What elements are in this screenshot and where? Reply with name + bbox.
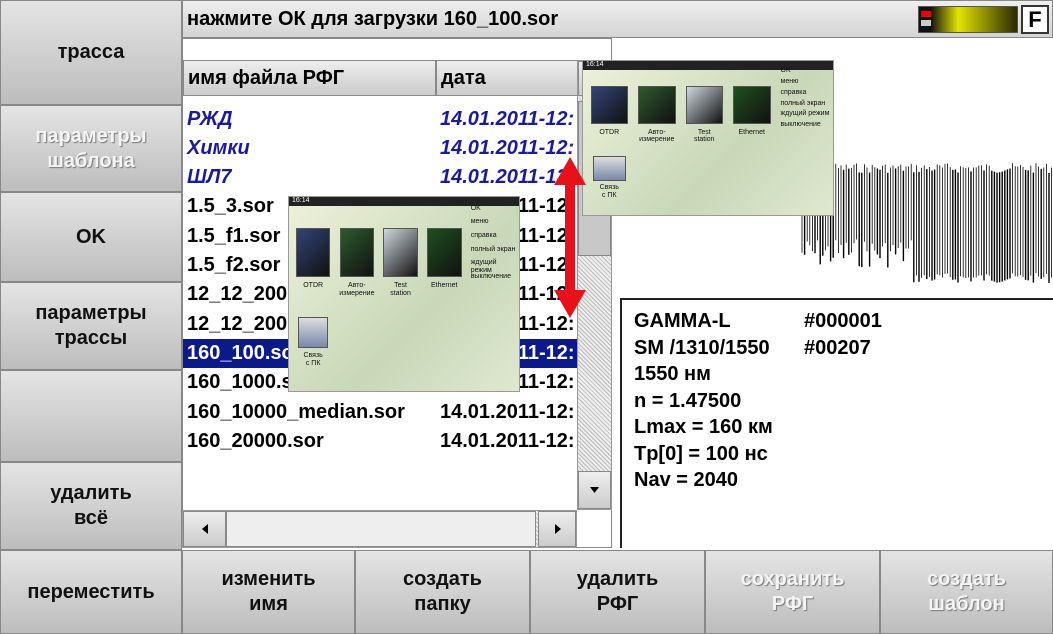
file-row[interactable]: Химки14.01.2011-12: — [183, 134, 578, 163]
bottom-button[interactable]: создать шаблон — [880, 550, 1053, 634]
info-line: Lmax = 160 км — [630, 414, 773, 440]
column-header[interactable]: имя файла РФГ — [183, 60, 436, 96]
file-name: РЖД — [183, 105, 436, 134]
file-row[interactable]: РЖД14.01.2011-12: — [183, 105, 578, 134]
indicator-bar — [921, 11, 931, 17]
scroll-right[interactable] — [538, 511, 576, 547]
side-button[interactable]: удалить всё — [0, 462, 182, 550]
app-icon[interactable] — [383, 228, 418, 277]
info-line: SM /1310/1550 — [630, 335, 770, 361]
app-label: Test station — [681, 129, 729, 144]
info-panel: GAMMA-L #000001 SM /1310/1550 #00207 1550 нм… — [620, 298, 1053, 548]
info-line: #00207 — [800, 335, 871, 361]
app-label: Test station — [379, 282, 423, 297]
bottom-button[interactable]: переместить — [0, 550, 182, 634]
app-label: OTDR — [291, 282, 335, 290]
info-line: 1550 нм — [630, 361, 711, 387]
drag-arrow — [550, 155, 590, 320]
info-line: Tp[0] = 100 нс — [630, 441, 768, 467]
file-row[interactable]: ШЛ714.01.2011-12: — [183, 163, 578, 192]
scroll-left[interactable] — [183, 511, 226, 547]
app-icon[interactable] — [591, 86, 629, 125]
file-row[interactable]: 160_10000_median.sor14.01.2011-12: — [183, 398, 578, 427]
screen: нажмите ОК для загрузки 160_100.sor F GA… — [0, 0, 1053, 634]
file-name: 160_20000.sor — [183, 427, 436, 456]
app-icon[interactable] — [340, 228, 375, 277]
mode-indicator: F — [1021, 5, 1049, 34]
file-name: Химки — [183, 134, 436, 163]
bottom-button[interactable]: изменить имя — [182, 550, 355, 634]
app-label: Связь с ПК — [294, 352, 333, 367]
info-line: n = 1.47500 — [630, 388, 741, 414]
app-label: Ethernet — [728, 129, 776, 137]
menu-item[interactable]: меню — [781, 78, 834, 86]
menu-item[interactable]: выключение — [471, 273, 519, 281]
app-label: Ethernet — [422, 282, 466, 290]
app-label: Связь с ПК — [588, 184, 631, 199]
menu-item[interactable]: выключение — [781, 121, 834, 129]
indicator-bar — [921, 20, 931, 26]
app-icon[interactable] — [686, 86, 724, 125]
app-icon[interactable] — [427, 228, 462, 277]
file-name: 160_10000_median.sor — [183, 398, 436, 427]
bottom-button[interactable]: сохранить РФГ — [705, 550, 880, 634]
column-header[interactable]: дата — [436, 60, 578, 96]
menu-item[interactable]: OK — [781, 67, 834, 75]
side-button[interactable]: трасса — [0, 0, 182, 105]
menu-item[interactable]: справка — [781, 89, 834, 97]
info-line: #000001 — [800, 308, 882, 334]
bottom-button[interactable]: удалить РФГ — [530, 550, 705, 634]
app-icon[interactable] — [638, 86, 676, 125]
side-button[interactable]: OK — [0, 192, 182, 282]
app-label: Авто- измерение — [633, 129, 681, 144]
bottom-button[interactable]: создать папку — [355, 550, 530, 634]
app-label: OTDR — [586, 129, 634, 137]
scroll-thumb[interactable] — [226, 511, 536, 547]
menu-item[interactable]: ждущий режим — [781, 110, 834, 118]
app-icon[interactable] — [733, 86, 771, 125]
info-line: GAMMA-L — [630, 308, 731, 334]
app-icon[interactable] — [593, 156, 626, 181]
file-row[interactable]: 160_20000.sor14.01.2011-12: — [183, 427, 578, 456]
menu-item[interactable]: полный экран — [471, 246, 519, 254]
file-name: ШЛ7 — [183, 163, 436, 192]
scroll-down[interactable] — [578, 471, 611, 509]
signal-indicator — [918, 6, 1018, 33]
side-button[interactable]: параметры шаблона — [0, 105, 182, 192]
menu-item[interactable]: меню — [471, 218, 519, 226]
menu-item[interactable]: полный экран — [781, 100, 834, 108]
app-label: Авто- измерение — [335, 282, 379, 297]
app-icon[interactable] — [296, 228, 331, 277]
menu-item[interactable]: OK — [471, 205, 519, 213]
info-line: Nav = 2040 — [630, 467, 738, 493]
file-date: 14.01.2011-12: — [436, 427, 578, 456]
screenshot-thumbnail: 16:14OTDRАвто- измерениеTest stationEthe… — [288, 196, 520, 392]
menu-item[interactable]: справка — [471, 232, 519, 240]
screenshot-thumbnail: 16:14OTDRАвто- измерениеTest stationEthe… — [582, 60, 834, 216]
h-scrollbar[interactable] — [182, 510, 577, 548]
side-button[interactable]: параметры трассы — [0, 282, 182, 370]
blank-button[interactable] — [0, 370, 182, 462]
file-date: 14.01.2011-12: — [436, 398, 578, 427]
file-date: 14.01.2011-12: — [436, 105, 578, 134]
app-icon[interactable] — [298, 317, 328, 348]
